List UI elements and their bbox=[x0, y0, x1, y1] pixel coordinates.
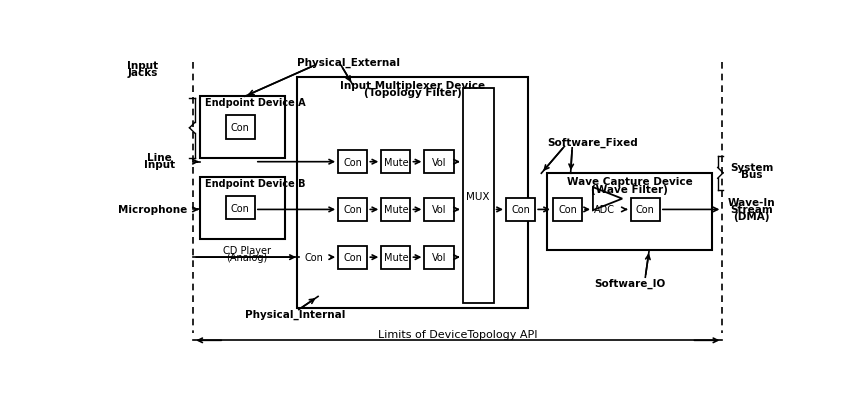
Text: CD Player: CD Player bbox=[223, 245, 271, 256]
Text: Physical_External: Physical_External bbox=[297, 57, 400, 68]
Text: Mute: Mute bbox=[384, 253, 408, 262]
Bar bbox=[338, 151, 367, 174]
Bar bbox=[547, 174, 712, 251]
Text: Mute: Mute bbox=[384, 205, 408, 215]
Text: (Wave Filter): (Wave Filter) bbox=[591, 184, 668, 194]
Bar bbox=[424, 198, 454, 222]
Text: System: System bbox=[730, 163, 773, 173]
Bar bbox=[297, 78, 528, 308]
Text: Vol: Vol bbox=[432, 205, 446, 215]
Text: Limits of DeviceTopology API: Limits of DeviceTopology API bbox=[378, 329, 537, 339]
Text: Stream: Stream bbox=[730, 204, 773, 214]
Text: Vol: Vol bbox=[432, 253, 446, 262]
Text: Wave-In: Wave-In bbox=[727, 197, 775, 207]
Text: Con: Con bbox=[511, 205, 530, 215]
Text: (Analog): (Analog) bbox=[226, 253, 268, 262]
Bar bbox=[200, 178, 285, 239]
Text: Con: Con bbox=[343, 253, 362, 262]
Text: Con: Con bbox=[304, 253, 323, 262]
Bar bbox=[226, 116, 255, 139]
Text: Input: Input bbox=[127, 61, 158, 71]
Text: Con: Con bbox=[558, 205, 577, 215]
Bar bbox=[381, 198, 410, 222]
Text: (DMA): (DMA) bbox=[734, 211, 770, 221]
Bar bbox=[200, 97, 285, 158]
Bar bbox=[226, 197, 255, 220]
Bar bbox=[381, 246, 410, 269]
Bar bbox=[506, 198, 535, 222]
Bar bbox=[338, 246, 367, 269]
Bar bbox=[299, 246, 328, 269]
Text: ADC: ADC bbox=[594, 205, 614, 215]
Text: Mute: Mute bbox=[384, 157, 408, 167]
Bar bbox=[424, 246, 454, 269]
Text: Con: Con bbox=[343, 157, 362, 167]
Bar bbox=[463, 89, 493, 304]
Bar bbox=[424, 151, 454, 174]
Text: Software_IO: Software_IO bbox=[594, 278, 665, 288]
Text: Con: Con bbox=[343, 205, 362, 215]
Polygon shape bbox=[593, 188, 622, 211]
Text: Vol: Vol bbox=[432, 157, 446, 167]
Text: (Topology Filter): (Topology Filter) bbox=[364, 88, 461, 98]
Text: Input Multiplexer Device: Input Multiplexer Device bbox=[340, 81, 486, 90]
Bar bbox=[381, 151, 410, 174]
Text: Wave Capture Device: Wave Capture Device bbox=[567, 177, 692, 186]
Text: Con: Con bbox=[636, 205, 655, 215]
Text: Jacks: Jacks bbox=[127, 68, 158, 78]
Text: Endpoint Device A: Endpoint Device A bbox=[205, 98, 306, 108]
Text: Con: Con bbox=[231, 123, 250, 133]
Text: Bus: Bus bbox=[740, 170, 762, 179]
Text: MUX: MUX bbox=[467, 191, 490, 201]
Bar bbox=[338, 198, 367, 222]
Text: Line: Line bbox=[147, 153, 172, 163]
Text: Microphone: Microphone bbox=[118, 205, 187, 215]
Text: Physical_Internal: Physical_Internal bbox=[245, 309, 345, 319]
Text: Input: Input bbox=[144, 160, 175, 170]
Text: Con: Con bbox=[231, 203, 250, 213]
Bar bbox=[631, 198, 660, 222]
Bar bbox=[553, 198, 582, 222]
Text: Software_Fixed: Software_Fixed bbox=[548, 137, 638, 147]
Text: Endpoint Device B: Endpoint Device B bbox=[205, 179, 305, 189]
